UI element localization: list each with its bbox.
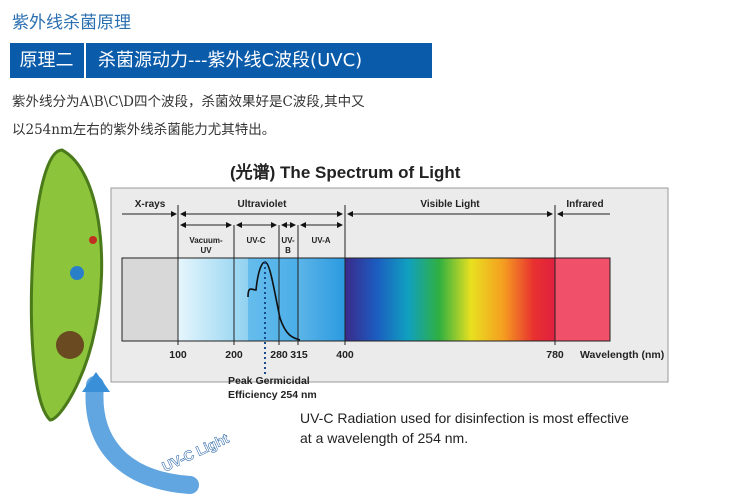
banner-label: 原理二	[19, 50, 74, 71]
sub-uvc: UV-C	[246, 236, 265, 245]
region-ultraviolet: Ultraviolet	[238, 199, 288, 210]
banner-divider	[84, 43, 86, 78]
tick-label-780: 780	[546, 349, 564, 361]
diagram-heading: (光谱) The Spectrum of Light	[230, 162, 461, 182]
uv-c-light-arrow	[85, 376, 199, 494]
page-title: 紫外线杀菌原理	[12, 13, 131, 33]
caption-line-1: UV-C Radiation used for disinfection is …	[300, 410, 629, 426]
description-line-2: 以254nm左右的紫外线杀菌能力尤其特出。	[12, 122, 276, 138]
caption: UV-C Radiation used for disinfection is …	[300, 408, 629, 448]
principle-banner: 原理二 杀菌源动力---紫外线C波段(UVC)	[10, 43, 432, 78]
spectrum-bar	[121, 257, 611, 342]
sub-uva: UV-A	[311, 236, 330, 245]
infrared-band	[555, 258, 610, 341]
sub-vacuum-uv-1: Vacuum-	[189, 236, 223, 245]
banner-heading: 杀菌源动力---紫外线C波段(UVC)	[98, 50, 363, 71]
uvc-highlight	[248, 258, 298, 341]
tick-label-280: 280	[270, 349, 288, 361]
euglena-illustration	[29, 148, 104, 422]
axis-label: Wavelength (nm)	[580, 349, 664, 361]
sub-uvb-2: B	[285, 246, 291, 255]
sub-uvb-1: UV-	[281, 236, 295, 245]
region-infrared: Infrared	[566, 199, 603, 210]
xray-band	[122, 258, 178, 341]
visible-band	[345, 258, 555, 341]
region-visible: Visible Light	[420, 199, 480, 210]
tick-label-100: 100	[169, 349, 187, 361]
tick-label-200: 200	[225, 349, 243, 361]
peak-label-2: Efficiency 254 nm	[228, 389, 317, 401]
sub-vacuum-uv-2: UV	[200, 246, 212, 255]
tick-label-315: 315	[290, 349, 308, 361]
peak-label-1: Peak Germicidal	[228, 375, 310, 387]
caption-line-2: at a wavelength of 254 nm.	[300, 430, 469, 446]
tick-label-400: 400	[336, 349, 354, 361]
region-xrays: X-rays	[135, 199, 166, 210]
description-line-1: 紫外线分为A\B\C\D四个波段，杀菌效果好是C波段,其中又	[12, 94, 365, 110]
uv-c-light-label: UV-C Light	[160, 430, 232, 475]
